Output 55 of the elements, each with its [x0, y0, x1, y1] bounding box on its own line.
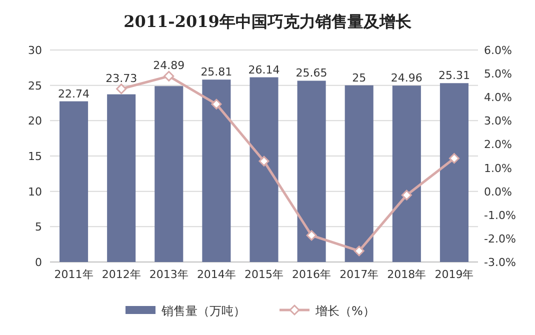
- x-tick-label: 2019年: [434, 268, 474, 281]
- bar: [107, 94, 136, 262]
- x-tick-label: 2013年: [149, 268, 188, 281]
- data-label: 25: [352, 71, 366, 84]
- data-label: 26.14: [248, 63, 280, 76]
- y-tick-label: 0: [35, 256, 42, 269]
- y-tick-label: 30: [28, 44, 42, 57]
- legend-label: 增长（%）: [314, 304, 375, 318]
- chart-title: 2011-2019年中国巧克力销售量及增长: [124, 12, 412, 31]
- data-label: 24.89: [153, 59, 185, 72]
- y2-tick-label: 5.0%: [484, 68, 512, 81]
- bar: [60, 101, 88, 262]
- bar: [392, 86, 421, 262]
- y-tick-label: 15: [28, 150, 42, 163]
- bar: [202, 80, 231, 262]
- y2-tick-label: 4.0%: [484, 91, 512, 104]
- y2-tick-label: 1.0%: [484, 162, 512, 175]
- data-label: 22.74: [58, 87, 90, 100]
- x-tick-label: 2011年: [54, 268, 94, 281]
- y-tick-label: 5: [35, 220, 42, 234]
- point: [306, 230, 317, 241]
- bar: [250, 77, 278, 262]
- y-tick-label: 20: [28, 114, 42, 128]
- data-label: 25.81: [200, 66, 232, 79]
- x-tick-label: 2017年: [340, 268, 379, 281]
- y2-tick-label: -3.0%: [484, 256, 516, 269]
- y-tick-label: 25: [28, 79, 42, 92]
- point: [354, 246, 364, 256]
- data-label: 25.65: [296, 66, 328, 80]
- x-tick-label: 2015年: [244, 268, 284, 281]
- y2-tick-label: 0.0%: [484, 185, 512, 198]
- bar: [154, 86, 184, 262]
- y2-tick-label: 3.0%: [484, 114, 512, 128]
- x-tick-label: 2016年: [292, 268, 332, 281]
- legend-label: 销售量（万吨）: [160, 304, 246, 318]
- y2-tick-label: 6.0%: [484, 44, 512, 57]
- data-label: 23.73: [106, 72, 138, 85]
- bar: [297, 80, 326, 262]
- point: [401, 190, 412, 200]
- bar: [344, 85, 374, 262]
- data-label: 25.31: [438, 69, 470, 82]
- x-tick-label: 2012年: [102, 268, 141, 281]
- x-tick-label: 2014年: [196, 268, 236, 281]
- point: [448, 153, 460, 164]
- point: [116, 84, 127, 94]
- point: [164, 70, 174, 82]
- x-tick-label: 2018年: [387, 268, 426, 281]
- point: [258, 156, 270, 166]
- y-tick-label: 10: [28, 185, 42, 198]
- data-label: 24.96: [390, 72, 422, 85]
- point: [211, 98, 222, 110]
- y2-tick-label: 2.0%: [484, 138, 512, 152]
- bar: [440, 83, 468, 262]
- y2-tick-label: -2.0%: [484, 232, 516, 246]
- y2-tick-label: -1.0%: [484, 208, 516, 222]
